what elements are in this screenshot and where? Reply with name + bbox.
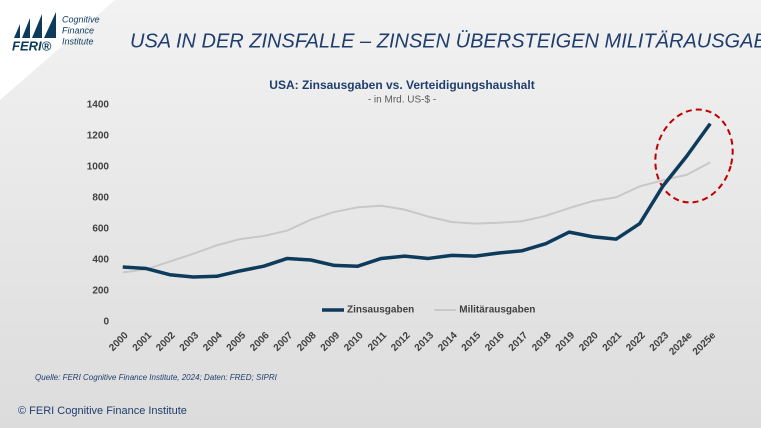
slide-title: USA IN DER ZINSFALLE – ZINSEN ÜBERSTEIGE… [130, 30, 761, 52]
y-tick-label: 800 [92, 193, 109, 204]
legend-label: Militärausgaben [459, 305, 535, 316]
series-line [122, 122, 712, 279]
chart-subtitle: - in Mrd. US-$ - [368, 95, 436, 106]
logo-line: Finance [62, 25, 94, 35]
y-tick-label: 600 [92, 224, 109, 235]
footer: © FERI Cognitive Finance Institute [18, 405, 187, 417]
logo-line: Institute [62, 36, 94, 46]
y-tick-label: 200 [92, 286, 109, 297]
logo-mark [14, 12, 56, 38]
legend-label: Zinsausgaben [347, 305, 414, 316]
logo-line: Cognitive [62, 14, 100, 24]
chart-title: USA: Zinsausgaben vs. Verteidigungshaush… [269, 78, 534, 92]
y-tick-label: 1000 [87, 162, 110, 173]
y-tick-label: 400 [92, 255, 109, 266]
y-tick-label: 0 [103, 317, 109, 328]
y-tick-label: 1200 [87, 131, 110, 142]
series-line [122, 161, 711, 274]
logo-text: FERI® [12, 38, 52, 53]
highlight-ellipse [654, 108, 734, 204]
y-tick-label: 1400 [87, 100, 110, 111]
source-note: Quelle: FERI Cognitive Finance Institute… [35, 373, 278, 382]
